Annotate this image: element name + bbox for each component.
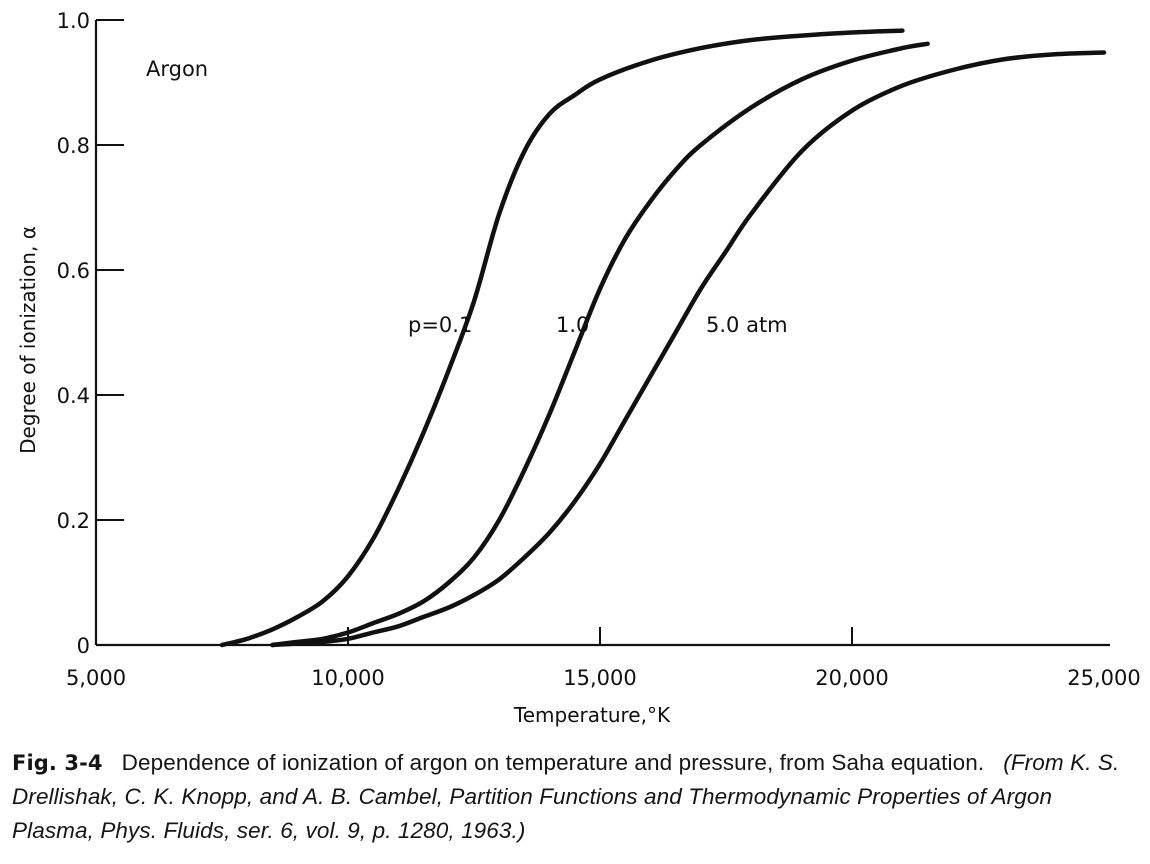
argon-label: Argon — [146, 57, 208, 81]
curve-p-1-0 — [270, 41, 930, 648]
curve-p-5-0 — [270, 50, 1107, 648]
x-tick-label: 15,000 — [563, 666, 636, 690]
x-axis-title: Temperature,°K — [513, 703, 671, 727]
curves — [219, 28, 1107, 648]
x-tick-label: 25,000 — [1067, 666, 1140, 690]
x-tick-label: 5,000 — [66, 666, 126, 690]
tick-labels: 0 0.2 0.4 0.6 0.8 1.0 5,000 10,000 15,000 20,000 2… — [57, 9, 1141, 690]
y-tick-label: 0.8 — [57, 134, 90, 158]
curve-p-0-1 — [219, 28, 905, 648]
figure-caption: Fig. 3-4 Dependence of ionization of arg… — [12, 746, 1140, 848]
y-axis-title: Degree of ionization, α — [16, 226, 40, 454]
figure-label: Fig. 3-4 — [12, 751, 103, 775]
series-label-p01: p=0.1 — [408, 313, 472, 337]
y-tick-label: 0.6 — [57, 259, 90, 283]
caption-text: Dependence of ionization of argon on tem… — [121, 750, 985, 775]
ticks — [96, 19, 853, 645]
caption-source: (From K. S. Drellishak, C. K. Knopp, and… — [12, 750, 1120, 843]
series-label-5atm: 5.0 atm — [706, 313, 788, 337]
x-tick-label: 10,000 — [311, 666, 384, 690]
x-tick-label: 20,000 — [815, 666, 888, 690]
y-tick-label: 1.0 — [57, 9, 90, 33]
y-tick-label: 0.4 — [57, 384, 90, 408]
y-tick-label: 0.2 — [57, 509, 90, 533]
ionization-chart: 0 0.2 0.4 0.6 0.8 1.0 5,000 10,000 15,000 20,000 2… — [16, 9, 1141, 727]
series-label-1: 1.0 — [556, 313, 589, 337]
y-tick-label: 0 — [77, 634, 90, 658]
axes — [94, 20, 1110, 647]
